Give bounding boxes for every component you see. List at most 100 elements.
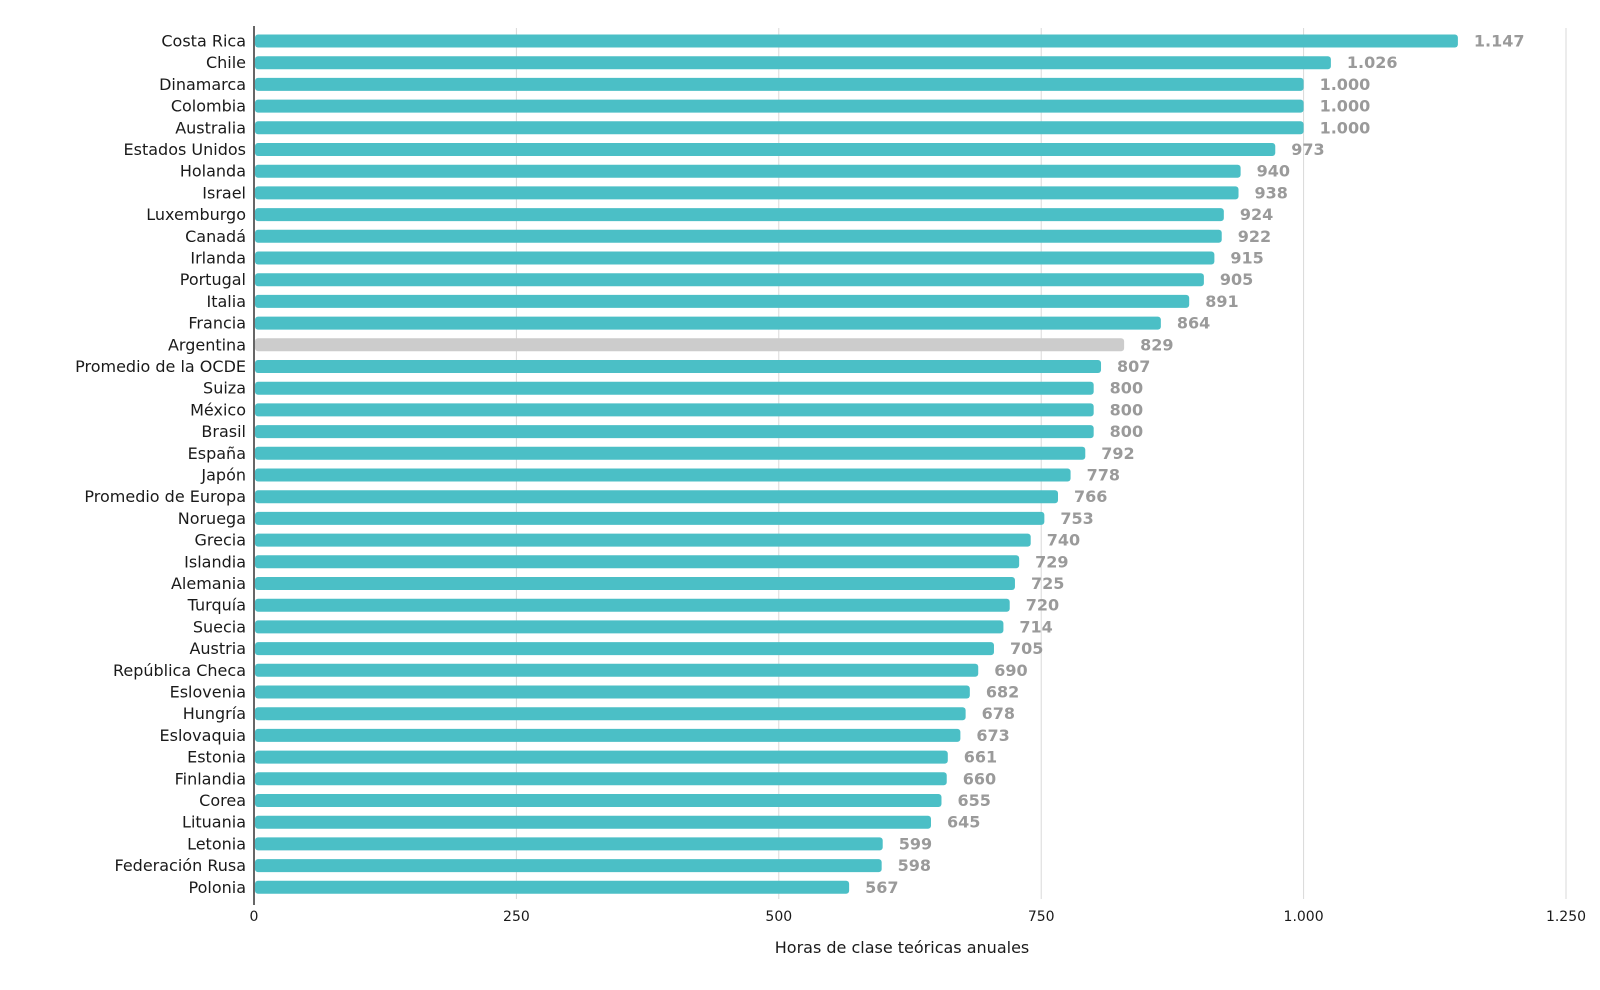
category-label: Corea <box>199 791 246 810</box>
value-label: 864 <box>1177 314 1210 333</box>
value-label: 661 <box>964 748 997 767</box>
value-label: 924 <box>1240 205 1273 224</box>
category-label: Promedio de Europa <box>84 487 246 506</box>
value-label: 792 <box>1101 444 1134 463</box>
category-label: Alemania <box>171 574 246 593</box>
category-label: Eslovaquia <box>160 726 247 745</box>
bar <box>255 533 1031 547</box>
value-label: 567 <box>865 878 898 897</box>
value-label: 938 <box>1255 183 1288 202</box>
bar <box>255 446 1086 460</box>
value-label: 1.000 <box>1320 118 1371 137</box>
category-label: Holanda <box>180 162 246 181</box>
value-label: 778 <box>1087 466 1120 485</box>
category-label: Brasil <box>201 422 246 441</box>
category-label: Japón <box>200 466 246 485</box>
category-label: Finlandia <box>175 769 246 788</box>
value-label: 973 <box>1291 140 1324 159</box>
category-label: Australia <box>175 118 246 137</box>
bar <box>255 208 1224 222</box>
bar <box>255 229 1222 243</box>
bar <box>255 511 1045 525</box>
bar <box>255 577 1015 590</box>
value-label: 1.000 <box>1320 75 1371 94</box>
value-label: 766 <box>1074 487 1107 506</box>
bar <box>255 164 1241 178</box>
bar <box>255 121 1304 135</box>
value-label: 705 <box>1010 639 1043 658</box>
bar <box>255 143 1276 156</box>
bar <box>255 555 1020 569</box>
value-label: 660 <box>963 769 996 788</box>
bar <box>255 750 948 764</box>
category-label: Letonia <box>187 834 246 853</box>
category-label: México <box>190 400 246 419</box>
bar <box>255 815 931 829</box>
category-label: Estados Unidos <box>124 140 246 159</box>
value-label: 800 <box>1110 400 1143 419</box>
bar <box>255 273 1204 287</box>
bar <box>255 381 1094 395</box>
bar <box>255 425 1094 439</box>
value-label: 1.147 <box>1474 32 1525 51</box>
value-label: 800 <box>1110 422 1143 441</box>
value-label: 753 <box>1060 509 1093 528</box>
bar <box>255 468 1071 482</box>
category-label: Irlanda <box>190 249 246 268</box>
category-label: Islandia <box>184 552 246 571</box>
value-label: 729 <box>1035 552 1068 571</box>
bar <box>255 707 966 721</box>
x-axis-ticks: 0 250 500 750 1.000 1.250 <box>250 909 1587 925</box>
category-label: Promedio de la OCDE <box>75 357 246 376</box>
category-label: España <box>188 444 246 463</box>
bar <box>255 620 1004 634</box>
x-tick-label: 500 <box>765 909 792 925</box>
bar <box>255 77 1304 91</box>
category-label: Francia <box>188 314 246 333</box>
value-label: 682 <box>986 683 1019 702</box>
x-axis-title: Horas de clase teóricas anuales <box>775 938 1030 957</box>
category-label: Dinamarca <box>159 75 246 94</box>
x-tick-label: 0 <box>250 909 259 925</box>
gridlines <box>515 28 1567 899</box>
bar <box>255 663 979 677</box>
bar <box>255 837 883 851</box>
value-label: 599 <box>899 834 932 853</box>
category-label: Canadá <box>185 227 246 246</box>
category-label: Costa Rica <box>161 32 246 51</box>
bar <box>255 56 1331 70</box>
value-label: 678 <box>982 704 1015 723</box>
category-label: Colombia <box>171 97 246 116</box>
category-label: Noruega <box>178 509 246 528</box>
value-label: 915 <box>1230 249 1263 268</box>
bar <box>255 99 1304 113</box>
bar <box>255 316 1161 330</box>
bar <box>255 772 947 786</box>
category-labels: Costa Rica Chile Dinamarca Colombia Australi… <box>75 32 246 897</box>
value-label: 891 <box>1205 292 1238 311</box>
value-label: 829 <box>1140 335 1173 354</box>
bar <box>255 642 994 656</box>
bar <box>255 360 1102 373</box>
value-label: 725 <box>1031 574 1064 593</box>
value-label: 598 <box>898 856 931 875</box>
category-label: Grecia <box>194 531 246 550</box>
bar <box>255 794 942 807</box>
category-label: Suiza <box>203 379 246 398</box>
bar <box>255 859 882 873</box>
category-label: República Checa <box>113 661 246 680</box>
x-tick-label: 250 <box>503 909 530 925</box>
category-label: Federación Rusa <box>115 856 247 875</box>
bar <box>255 685 970 699</box>
bar <box>255 251 1215 265</box>
value-label: 690 <box>994 661 1027 680</box>
value-label: 740 <box>1047 531 1080 550</box>
bar <box>255 403 1094 417</box>
bar <box>255 728 961 742</box>
category-label: Lituania <box>182 813 246 832</box>
category-label: Turquía <box>187 596 246 615</box>
bar <box>255 338 1125 352</box>
bars <box>255 34 1458 894</box>
value-label: 714 <box>1019 617 1052 636</box>
